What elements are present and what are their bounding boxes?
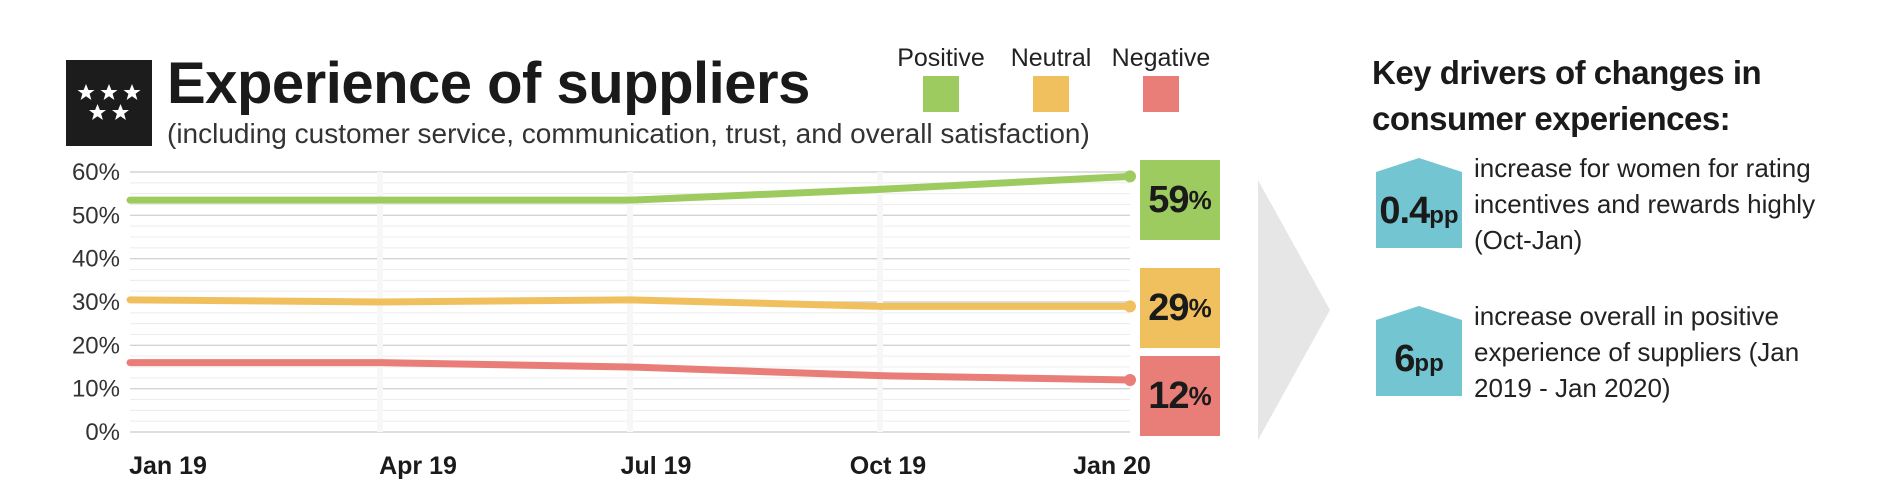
driver-value-number: 0.4 — [1379, 190, 1430, 232]
legend-swatch-negative — [1143, 76, 1179, 112]
end-value-negative: 12% — [1140, 356, 1220, 436]
driver-text: increase overall in positive experience … — [1474, 301, 1800, 403]
y-tick-label: 40% — [72, 246, 120, 273]
driver-text: increase for women for rating incentives… — [1474, 153, 1816, 255]
legend-label-positive: Positive — [897, 44, 985, 72]
driver-value-unit: pp — [1429, 202, 1459, 229]
end-value-unit: % — [1188, 380, 1212, 411]
y-tick-label: 60% — [72, 159, 120, 186]
end-value-number: 29 — [1148, 286, 1189, 329]
chart-subtitle: (including customer service, communicati… — [167, 118, 1090, 149]
x-tick-label: Jul 19 — [621, 452, 692, 480]
star-icon — [77, 84, 141, 120]
data-point-neutral — [1124, 300, 1136, 313]
logo-stars — [66, 60, 152, 146]
end-value-unit: % — [1188, 292, 1212, 323]
end-value-neutral: 29% — [1140, 268, 1220, 348]
chevron-right-icon — [1258, 180, 1330, 440]
x-tick-label: Jan 20 — [1073, 452, 1151, 480]
driver-value-number: 6 — [1394, 338, 1415, 380]
end-value-positive: 59% — [1140, 160, 1220, 240]
x-tick-label: Apr 19 — [379, 452, 457, 480]
end-value-number: 59 — [1148, 178, 1189, 221]
house-badge-icon — [1376, 306, 1462, 396]
driver-value: 0.4pp — [1376, 190, 1462, 233]
y-tick-label: 10% — [72, 376, 120, 403]
legend-label-negative: Negative — [1111, 44, 1211, 72]
x-tick-label: Jan 19 — [129, 452, 207, 480]
x-tick-label: Oct 19 — [850, 452, 926, 480]
y-tick-label: 20% — [72, 332, 120, 359]
house-badge-icon — [1376, 158, 1462, 248]
legend-swatch-positive — [923, 76, 959, 112]
end-value-number: 12 — [1148, 374, 1189, 417]
driver-value-unit: pp — [1414, 350, 1444, 377]
data-point-negative — [1124, 374, 1136, 386]
chart-title: Experience of suppliers — [167, 51, 810, 116]
data-point-positive — [1124, 170, 1136, 183]
end-value-unit: % — [1188, 184, 1212, 215]
legend-swatch-neutral — [1033, 76, 1069, 112]
y-tick-label: 50% — [72, 202, 120, 229]
legend-label-neutral: Neutral — [1010, 44, 1092, 72]
y-tick-label: 0% — [85, 419, 120, 446]
y-tick-label: 30% — [72, 289, 120, 316]
driver-value: 6pp — [1376, 338, 1462, 381]
drivers-title: Key drivers of changes in consumer exper… — [1372, 54, 1762, 137]
